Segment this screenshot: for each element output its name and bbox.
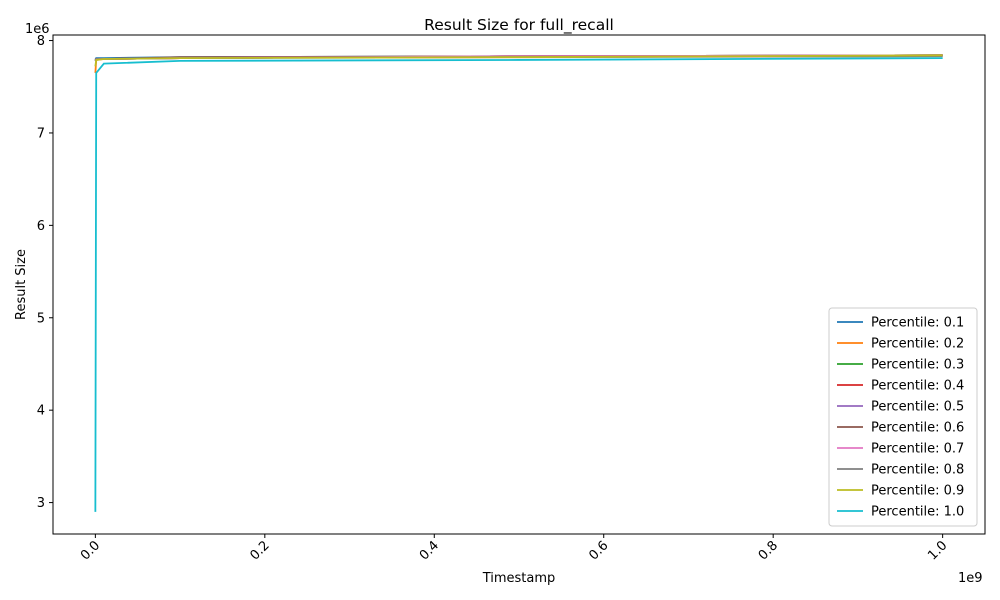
x-axis-multiplier: 1e9 <box>958 571 983 586</box>
y-tick-label: 3 <box>37 496 45 511</box>
legend-box <box>828 307 978 527</box>
y-axis-label: Result Size <box>14 249 29 320</box>
legend-entry: Percentile: 0.1 <box>871 316 964 331</box>
series-layer <box>94 54 943 512</box>
legend-entry: Percentile: 0.3 <box>871 358 964 373</box>
legend-entry: Percentile: 0.8 <box>871 463 964 478</box>
series-line-9 <box>94 54 943 67</box>
y-tick-label: 4 <box>37 404 45 419</box>
legend-entry: Percentile: 0.2 <box>871 337 964 352</box>
x-axis-label: Timestamp <box>482 571 556 586</box>
legend: Percentile: 0.1 Percentile: 0.2 Percentile… <box>828 307 978 527</box>
chart-title: Result Size for full_recall <box>424 16 614 35</box>
y-tick-label: 5 <box>37 311 45 326</box>
legend-entry: Percentile: 0.9 <box>871 484 964 499</box>
y-axis-multiplier: 1e6 <box>25 22 50 37</box>
y-tick-label: 8 <box>37 34 45 49</box>
y-tick-label: 7 <box>37 126 45 141</box>
legend-entry: Percentile: 0.7 <box>871 442 964 457</box>
plot-frame <box>52 34 986 535</box>
y-axis: 3 4 5 6 7 8 <box>37 34 53 511</box>
legend-entry: Percentile: 0.4 <box>871 379 964 394</box>
legend-entry: Percentile: 0.5 <box>871 400 964 415</box>
legend-entry: Percentile: 1.0 <box>871 505 964 520</box>
legend-entry: Percentile: 0.6 <box>871 421 964 436</box>
plot-area <box>52 34 986 535</box>
series-line-10 <box>94 57 943 512</box>
y-tick-label: 6 <box>37 219 45 234</box>
